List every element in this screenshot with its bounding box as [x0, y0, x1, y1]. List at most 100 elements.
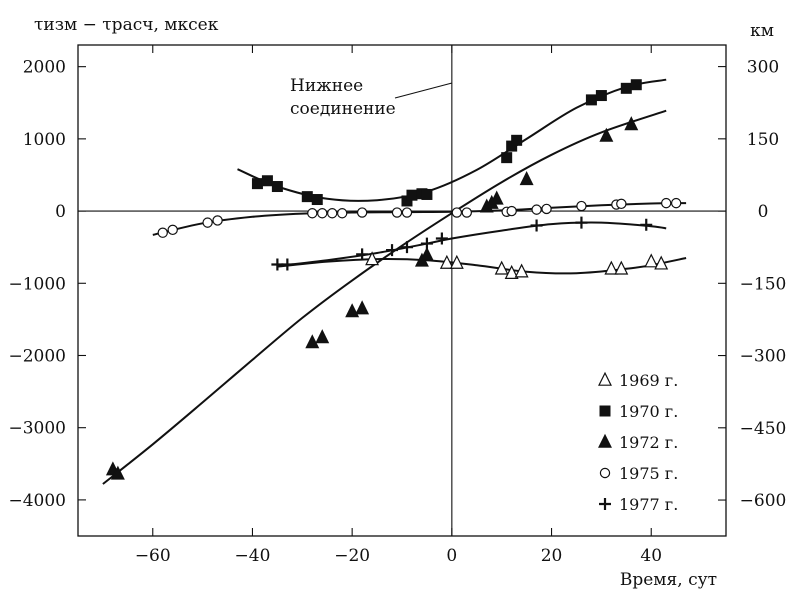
point-series-5 — [420, 237, 433, 250]
point-series-2 — [595, 90, 607, 102]
point-series-4 — [541, 203, 552, 215]
point-series-1 — [514, 263, 529, 278]
point-series-2 — [261, 175, 273, 187]
curve-series-5 — [277, 221, 667, 267]
x-tick-label: 40 — [640, 546, 662, 566]
point-series-2 — [271, 181, 283, 193]
y-tick-label: 2000 — [23, 58, 66, 78]
point-series-3 — [519, 171, 534, 186]
point-series-3 — [355, 300, 370, 315]
point-series-2 — [511, 134, 523, 146]
legend-label: 1972 г. — [619, 433, 678, 452]
point-series-4 — [391, 207, 403, 218]
point-series-5 — [281, 258, 294, 271]
right-axis-title: км — [750, 21, 774, 41]
point-series-1 — [504, 264, 519, 279]
y-tick-label: 1000 — [23, 130, 66, 150]
point-series-1 — [654, 255, 669, 270]
legend-label: 1970 г. — [619, 402, 678, 421]
point-series-5 — [575, 216, 588, 229]
y-tick-label: −4000 — [8, 491, 66, 511]
legend-marker — [599, 405, 611, 417]
legend: 1969 г. 1970 г. 1972 г. 1975 г. 1977 г. — [598, 371, 678, 514]
y2-tick-label: 300 — [747, 58, 779, 78]
point-series-4 — [202, 217, 213, 228]
y2-tick-label: −150 — [740, 274, 787, 294]
x-tick-label: −60 — [135, 546, 171, 566]
point-series-2 — [630, 79, 642, 91]
point-series-2 — [311, 194, 323, 206]
legend-label: 1969 г. — [619, 371, 678, 390]
point-series-2 — [506, 140, 518, 152]
legend-marker — [599, 498, 611, 510]
legend-marker — [599, 467, 611, 479]
point-series-1 — [439, 254, 454, 269]
point-series-4 — [317, 208, 328, 219]
point-series-4 — [327, 208, 338, 219]
y2-tick-label: −300 — [740, 347, 787, 367]
annotation-lower-conjunction: Нижнее соединение — [290, 76, 453, 119]
point-series-3 — [315, 329, 330, 344]
y2-tick-label: 0 — [758, 202, 769, 222]
point-series-5 — [435, 232, 448, 245]
point-series-1 — [604, 260, 619, 275]
y-tick-label: −2000 — [8, 346, 66, 366]
point-series-4 — [307, 208, 318, 219]
axis-ticks: −60 −40 −20 0 20 40−4000−3000−2000−1000010002… — [8, 45, 786, 566]
point-series-4 — [356, 207, 368, 218]
point-series-5 — [386, 244, 399, 257]
point-series-4 — [660, 197, 672, 209]
point-series-4 — [157, 227, 168, 238]
point-series-5 — [356, 248, 369, 261]
x-tick-label: 0 — [446, 546, 457, 566]
point-series-4 — [506, 205, 517, 217]
annotation-leader-line — [394, 82, 453, 99]
annotation-line-1: Нижнее — [290, 76, 363, 96]
legend-label: 1975 г. — [619, 464, 678, 483]
legend-label: 1977 г. — [619, 495, 678, 514]
point-series-3 — [110, 465, 125, 480]
point-series-1 — [449, 254, 464, 269]
curve-series-3 — [102, 109, 667, 485]
plot-frame — [77, 44, 727, 537]
point-series-4 — [531, 204, 542, 215]
point-series-3 — [305, 334, 320, 349]
y2-tick-label: −450 — [740, 419, 787, 439]
y2-tick-label: 150 — [747, 130, 779, 150]
point-series-1 — [365, 251, 380, 266]
point-series-1 — [644, 253, 659, 268]
y-tick-label: −1000 — [8, 274, 66, 294]
point-series-1 — [494, 260, 509, 275]
point-series-2 — [406, 189, 418, 201]
fit-curves — [102, 78, 687, 485]
x-tick-label: 20 — [541, 546, 563, 566]
annotation-line-2: соединение — [290, 99, 396, 119]
point-series-5 — [400, 241, 413, 254]
point-series-2 — [301, 191, 313, 203]
point-series-1 — [614, 260, 629, 275]
data-points — [105, 79, 682, 480]
y-tick-label: 0 — [55, 202, 66, 222]
point-series-4 — [576, 200, 587, 212]
point-series-4 — [212, 215, 223, 226]
legend-marker — [598, 433, 612, 448]
point-series-3 — [599, 127, 614, 142]
point-series-2 — [501, 152, 513, 164]
point-series-4 — [616, 198, 627, 210]
point-series-3 — [489, 190, 504, 205]
point-series-4 — [451, 207, 463, 218]
point-series-3 — [624, 116, 639, 131]
point-series-4 — [401, 207, 413, 218]
x-tick-label: −20 — [334, 546, 370, 566]
curve-series-4 — [152, 202, 687, 236]
point-series-2 — [620, 82, 632, 94]
point-series-3 — [419, 246, 434, 261]
point-series-4 — [336, 208, 348, 219]
legend-marker — [598, 371, 612, 386]
point-series-4 — [167, 224, 178, 236]
point-series-2 — [401, 195, 413, 207]
point-series-5 — [530, 219, 543, 232]
y-axis-title: τизм − τрасч, мксек — [34, 15, 219, 35]
